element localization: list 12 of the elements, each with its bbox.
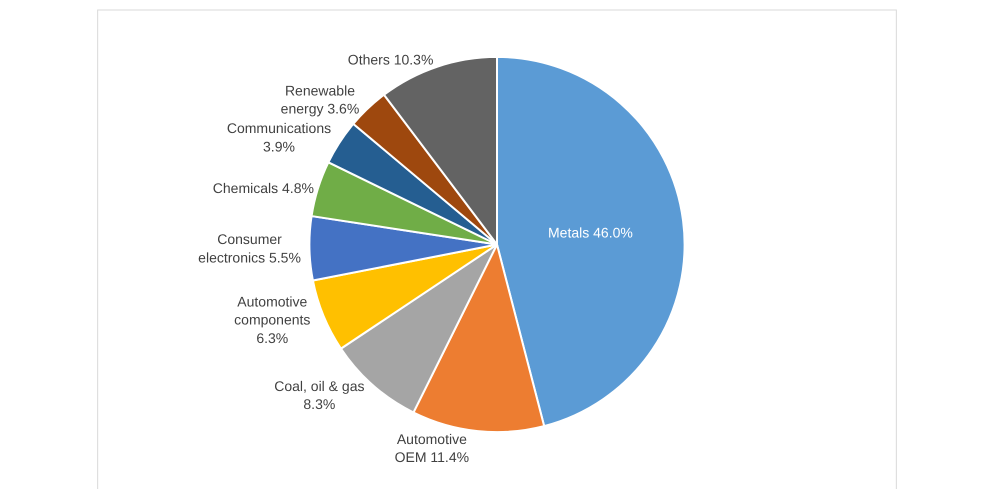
data-label: 3.9% <box>263 138 295 154</box>
slice-label: Automotive components <box>234 294 310 328</box>
slice-label: Consumer electronics 5.5% <box>198 231 301 266</box>
slice-label: Renewable energy 3.6% <box>280 82 360 117</box>
data-label: 6.3% <box>256 330 288 346</box>
slice-label: Automotive OEM 11.4% <box>394 430 470 466</box>
data-label: 8.3% <box>303 396 336 412</box>
slice-label: Chemicals 4.8% <box>212 180 314 196</box>
slice-label: Coal, oil & gas <box>274 378 364 394</box>
slice-label: Others 10.3% <box>348 51 434 68</box>
slice-label: Communications <box>226 120 332 136</box>
slice-label: Metals 46.0% <box>548 224 633 241</box>
